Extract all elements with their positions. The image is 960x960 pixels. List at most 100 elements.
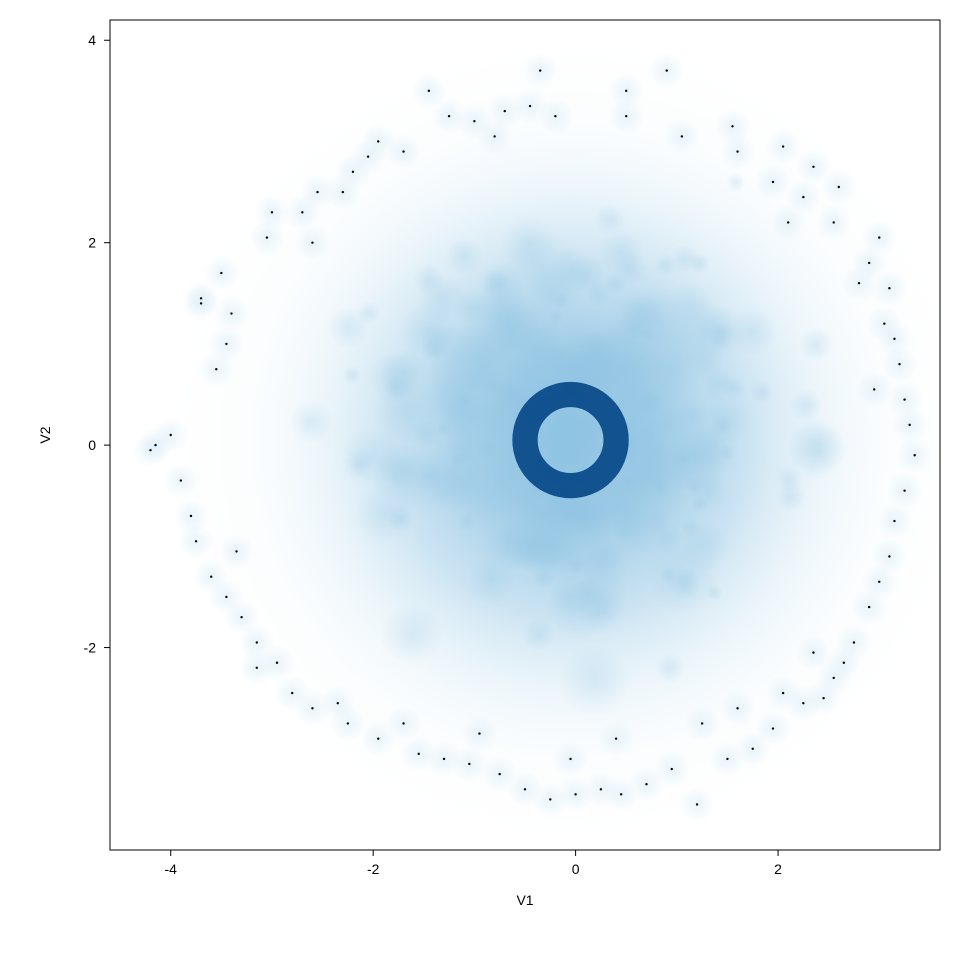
- outlier-point: [180, 479, 182, 481]
- outlier-point: [782, 692, 784, 694]
- outlier-point: [888, 555, 890, 557]
- outlier-point: [913, 454, 915, 456]
- outlier-point: [256, 667, 258, 669]
- outlier-point: [220, 272, 222, 274]
- outlier-point: [225, 343, 227, 345]
- outlier-point: [200, 302, 202, 304]
- outlier-point: [347, 722, 349, 724]
- outlier-point: [200, 297, 202, 299]
- outlier-point: [802, 702, 804, 704]
- outlier-point: [620, 793, 622, 795]
- outlier-point: [266, 236, 268, 238]
- outlier-point: [149, 449, 151, 451]
- outlier-point: [752, 748, 754, 750]
- outlier-point: [600, 788, 602, 790]
- outlier-point: [782, 145, 784, 147]
- outlier-point: [210, 576, 212, 578]
- outlier-point: [883, 322, 885, 324]
- y-tick-label: 0: [88, 437, 96, 453]
- y-axis-title: V2: [37, 426, 53, 443]
- outlier-point: [666, 69, 668, 71]
- outlier-point: [256, 641, 258, 643]
- outlier-point: [772, 181, 774, 183]
- outlier-point: [190, 515, 192, 517]
- outlier-point: [878, 236, 880, 238]
- chart-svg: -4-202-2024V1V2: [0, 0, 960, 960]
- outlier-point: [271, 211, 273, 213]
- outlier-point: [569, 758, 571, 760]
- outlier-point: [873, 388, 875, 390]
- x-tick-label: -2: [367, 861, 380, 877]
- outlier-point: [402, 722, 404, 724]
- outlier-point: [878, 581, 880, 583]
- outlier-point: [868, 262, 870, 264]
- outlier-point: [893, 338, 895, 340]
- outlier-point: [802, 196, 804, 198]
- outlier-point: [377, 140, 379, 142]
- outlier-point: [787, 221, 789, 223]
- outlier-point: [898, 363, 900, 365]
- outlier-point: [833, 221, 835, 223]
- outlier-point: [903, 489, 905, 491]
- outlier-point: [311, 707, 313, 709]
- outlier-point: [493, 135, 495, 137]
- outlier-point: [524, 788, 526, 790]
- outlier-point: [498, 773, 500, 775]
- outlier-point: [736, 707, 738, 709]
- outlier-point: [645, 783, 647, 785]
- outlier-point: [701, 722, 703, 724]
- outlier-point: [418, 753, 420, 755]
- y-tick-label: 2: [88, 235, 96, 251]
- y-tick-label: -2: [84, 640, 97, 656]
- outlier-point: [736, 150, 738, 152]
- outlier-point: [549, 798, 551, 800]
- outlier-point: [291, 692, 293, 694]
- outlier-point: [316, 191, 318, 193]
- outlier-point: [554, 115, 556, 117]
- outlier-point: [170, 434, 172, 436]
- outlier-point: [195, 540, 197, 542]
- outlier-point: [468, 763, 470, 765]
- outlier-point: [574, 793, 576, 795]
- outlier-point: [903, 398, 905, 400]
- outlier-point: [342, 191, 344, 193]
- outlier-point: [504, 110, 506, 112]
- x-axis-title: V1: [516, 892, 533, 908]
- outlier-point: [731, 125, 733, 127]
- outlier-point: [908, 424, 910, 426]
- outlier-point: [377, 737, 379, 739]
- outlier-point: [822, 697, 824, 699]
- outlier-point: [671, 768, 673, 770]
- outlier-point: [539, 69, 541, 71]
- y-tick-label: 4: [88, 32, 96, 48]
- outlier-point: [311, 241, 313, 243]
- outlier-point: [853, 641, 855, 643]
- plot-area: [132, 44, 960, 836]
- outlier-point: [352, 171, 354, 173]
- x-tick-label: 0: [572, 861, 580, 877]
- density-chart: -4-202-2024V1V2: [0, 0, 960, 960]
- outlier-point: [812, 651, 814, 653]
- outlier-point: [868, 606, 870, 608]
- outlier-point: [402, 150, 404, 152]
- outlier-point: [154, 444, 156, 446]
- outlier-point: [478, 732, 480, 734]
- outlier-point: [367, 155, 369, 157]
- outlier-point: [615, 737, 617, 739]
- outlier-point: [276, 662, 278, 664]
- outlier-point: [301, 211, 303, 213]
- outlier-point: [230, 312, 232, 314]
- outlier-point: [812, 166, 814, 168]
- outlier-point: [772, 727, 774, 729]
- outlier-point: [833, 677, 835, 679]
- outlier-point: [443, 758, 445, 760]
- outlier-point: [843, 662, 845, 664]
- outlier-point: [696, 803, 698, 805]
- x-tick-label: 2: [774, 861, 782, 877]
- outlier-point: [240, 616, 242, 618]
- outlier-point: [726, 758, 728, 760]
- outlier-point: [888, 287, 890, 289]
- outlier-point: [235, 550, 237, 552]
- outlier-point: [838, 186, 840, 188]
- outlier-point: [625, 90, 627, 92]
